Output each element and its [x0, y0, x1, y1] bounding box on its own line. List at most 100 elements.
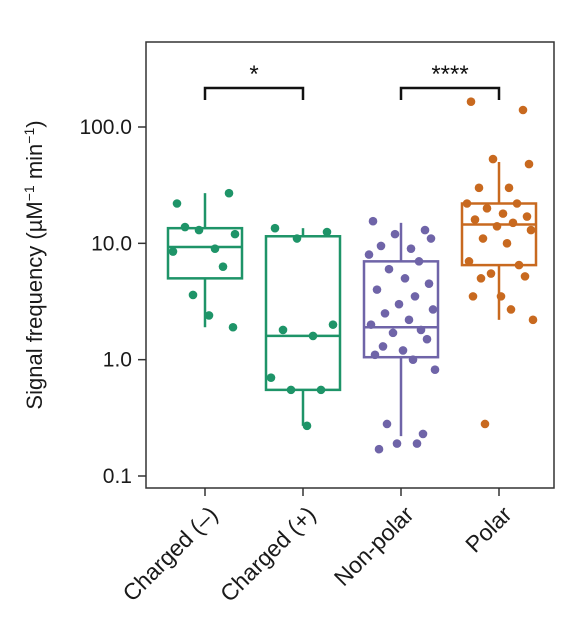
- data-point: [172, 199, 182, 208]
- y-tick-label: 100.0: [79, 116, 132, 139]
- plot-frame: [145, 41, 555, 489]
- significance-label: *: [249, 61, 258, 88]
- data-point: [480, 419, 490, 429]
- data-point: [392, 439, 402, 448]
- data-point: [488, 154, 498, 164]
- data-point: [380, 309, 390, 318]
- x-tick-label: Non-polar: [329, 501, 419, 591]
- data-point: [518, 105, 528, 115]
- data-point: [524, 159, 534, 169]
- data-point: [302, 421, 312, 431]
- x-tick-label: Charged (+): [215, 501, 321, 607]
- data-point: [512, 199, 522, 208]
- data-point: [400, 274, 410, 283]
- y-axis: 0.1 1.0 10.0 100.0: [79, 116, 146, 488]
- y-tick-label: 10.0: [91, 232, 132, 255]
- box-group: [460, 97, 538, 429]
- data-point: [370, 350, 380, 360]
- data-point: [526, 225, 536, 235]
- data-point: [328, 320, 338, 329]
- significance-brackets: * ****: [203, 61, 501, 100]
- data-point: [470, 215, 480, 224]
- data-point: [502, 239, 512, 248]
- data-point: [464, 257, 474, 266]
- data-point: [230, 229, 240, 239]
- data-point: [228, 322, 238, 332]
- data-point: [308, 331, 318, 341]
- data-point: [398, 346, 408, 355]
- data-point: [514, 260, 524, 270]
- box-iqr: [166, 226, 244, 280]
- data-point: [474, 183, 484, 193]
- data-point: [462, 199, 472, 208]
- x-tick-label: Polar: [460, 501, 517, 558]
- data-point: [406, 244, 416, 253]
- data-point: [292, 234, 302, 243]
- data-point: [486, 269, 496, 278]
- box-group: [166, 188, 244, 332]
- box-iqr: [362, 260, 440, 359]
- data-point: [416, 325, 426, 335]
- data-point: [430, 365, 440, 374]
- data-point: [424, 279, 434, 288]
- data-point: [422, 334, 432, 344]
- data-point: [478, 234, 488, 243]
- data-point: [210, 244, 220, 253]
- data-point: [278, 325, 288, 335]
- data-point: [366, 320, 376, 329]
- data-point: [414, 257, 424, 266]
- data-point: [408, 355, 418, 364]
- data-point: [322, 227, 332, 237]
- y-axis-title: Signal frequency (µM−1 min−1): [21, 120, 47, 409]
- data-point: [204, 311, 214, 320]
- data-point: [384, 264, 394, 274]
- data-point: [418, 429, 428, 439]
- significance-label: ****: [431, 61, 468, 88]
- data-point: [496, 292, 506, 301]
- data-point: [180, 222, 190, 232]
- data-point: [388, 328, 398, 338]
- box-group: [362, 216, 440, 454]
- data-point: [420, 225, 430, 235]
- data-point: [466, 97, 476, 106]
- data-point: [506, 305, 516, 314]
- data-point: [194, 225, 204, 235]
- data-point: [410, 292, 420, 301]
- data-point: [508, 218, 518, 228]
- data-point: [528, 315, 538, 325]
- box-groups: [166, 97, 538, 454]
- data-point: [316, 385, 326, 395]
- data-point: [426, 234, 436, 243]
- box-iqr: [264, 235, 342, 392]
- x-tick-label: Charged (–): [117, 501, 222, 606]
- data-point: [504, 183, 514, 193]
- data-point: [428, 305, 438, 314]
- data-point: [404, 315, 414, 325]
- data-point: [376, 241, 386, 251]
- data-point: [168, 247, 178, 256]
- data-point: [390, 229, 400, 239]
- data-point: [372, 285, 382, 294]
- data-point: [394, 299, 404, 309]
- y-tick-label: 0.1: [103, 465, 132, 488]
- data-point: [188, 290, 198, 300]
- box-iqr: [460, 202, 538, 267]
- x-axis: Charged (–)Charged (+) Non-polar Polar: [117, 488, 517, 607]
- data-point: [378, 342, 388, 351]
- y-axis-title-sup2: −1: [21, 128, 37, 144]
- data-point: [468, 292, 478, 301]
- data-point: [266, 373, 276, 382]
- data-point: [520, 272, 530, 281]
- data-point: [286, 385, 296, 395]
- data-point: [412, 439, 422, 448]
- data-point: [482, 204, 492, 213]
- data-point: [368, 216, 378, 226]
- data-point: [382, 419, 392, 429]
- data-point: [270, 223, 280, 233]
- data-point: [218, 262, 228, 271]
- data-point: [476, 274, 486, 283]
- data-point: [374, 444, 384, 454]
- data-point: [522, 212, 532, 221]
- data-point: [498, 209, 508, 218]
